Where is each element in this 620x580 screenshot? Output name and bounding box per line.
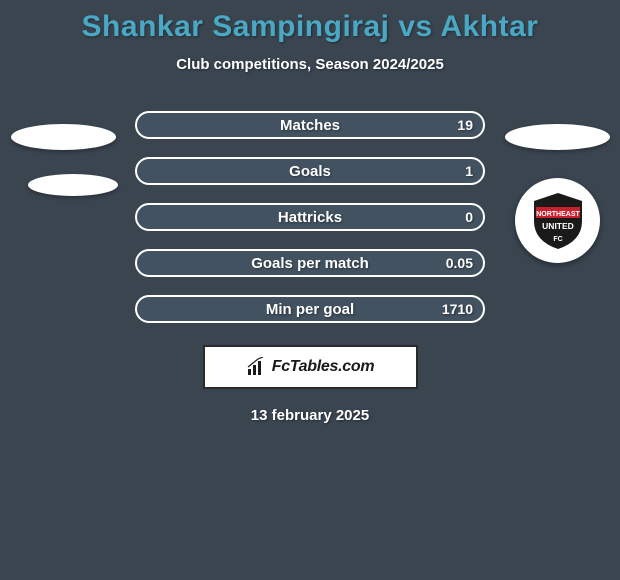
stat-row-goals-per-match: Goals per match 0.05 [135, 249, 485, 277]
page-title: Shankar Sampingiraj vs Akhtar [0, 10, 620, 44]
brand-text: FcTables.com [272, 358, 375, 376]
stat-label: Matches [137, 117, 483, 134]
stat-row-hattricks: Hattricks 0 [135, 203, 485, 231]
stat-row-matches: Matches 19 [135, 111, 485, 139]
left-player-markers [8, 124, 118, 196]
comparison-card: Shankar Sampingiraj vs Akhtar Club compe… [0, 0, 620, 424]
stat-rows: Matches 19 Goals 1 Hattricks 0 Goals per… [135, 111, 485, 323]
club-badge-shield: NORTHEAST UNITED FC [526, 189, 590, 253]
stat-right-value: 1 [465, 163, 473, 179]
svg-text:UNITED: UNITED [542, 221, 574, 231]
stat-label: Goals [137, 163, 483, 180]
page-subtitle: Club competitions, Season 2024/2025 [0, 56, 620, 73]
bar-chart-icon [246, 357, 266, 377]
date-line: 13 february 2025 [0, 407, 620, 424]
stat-label: Min per goal [137, 301, 483, 318]
svg-text:NORTHEAST: NORTHEAST [536, 211, 580, 218]
stat-right-value: 0 [465, 209, 473, 225]
stat-row-goals: Goals 1 [135, 157, 485, 185]
right-player-markers [502, 124, 612, 150]
left-ellipse-2 [28, 174, 118, 196]
stat-label: Hattricks [137, 209, 483, 226]
stat-right-value: 0.05 [446, 255, 473, 271]
right-ellipse-1 [505, 124, 610, 150]
stat-row-min-per-goal: Min per goal 1710 [135, 295, 485, 323]
left-ellipse-1 [11, 124, 116, 150]
svg-text:FC: FC [553, 236, 562, 243]
brand-box[interactable]: FcTables.com [203, 345, 418, 389]
stat-right-value: 19 [457, 117, 473, 133]
club-badge: NORTHEAST UNITED FC [515, 178, 600, 263]
shield-icon: NORTHEAST UNITED FC [526, 189, 590, 253]
stat-right-value: 1710 [442, 301, 473, 317]
stat-label: Goals per match [137, 255, 483, 272]
